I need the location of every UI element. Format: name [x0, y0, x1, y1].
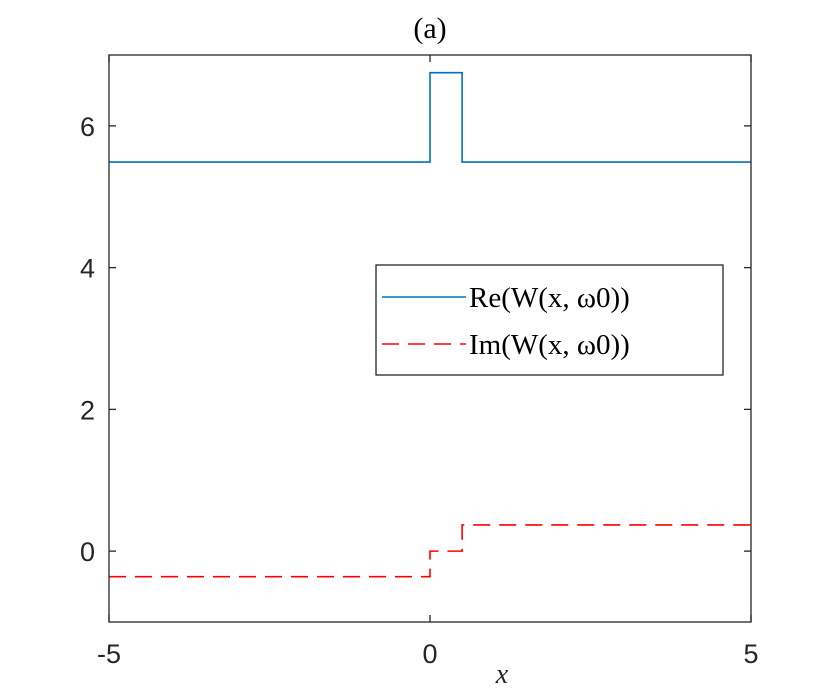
legend-label-2: Im(W(x, ω0)): [469, 329, 630, 361]
series-line-2: [109, 524, 751, 578]
x-tick-label: -5: [97, 639, 121, 669]
legend-label-1: Re(W(x, ω0)): [469, 282, 630, 314]
y-tick-label: 2: [80, 395, 95, 425]
x-tick-label: 5: [743, 639, 758, 669]
axes-layer: -5 0 5 0 2 4 6: [80, 54, 759, 669]
series-line-1: [109, 71, 751, 163]
y-tick-label: 0: [80, 537, 95, 567]
legend-box: [375, 264, 724, 376]
y-tick-label: 4: [80, 254, 95, 284]
chart-title: (a): [413, 12, 446, 45]
x-axis-label: x: [495, 659, 509, 690]
y-tick-label: 6: [80, 112, 95, 142]
legend: Re(W(x, ω0)) Im(W(x, ω0)): [375, 264, 724, 376]
series-layer: [109, 71, 751, 578]
x-tick-label: 0: [422, 639, 437, 669]
